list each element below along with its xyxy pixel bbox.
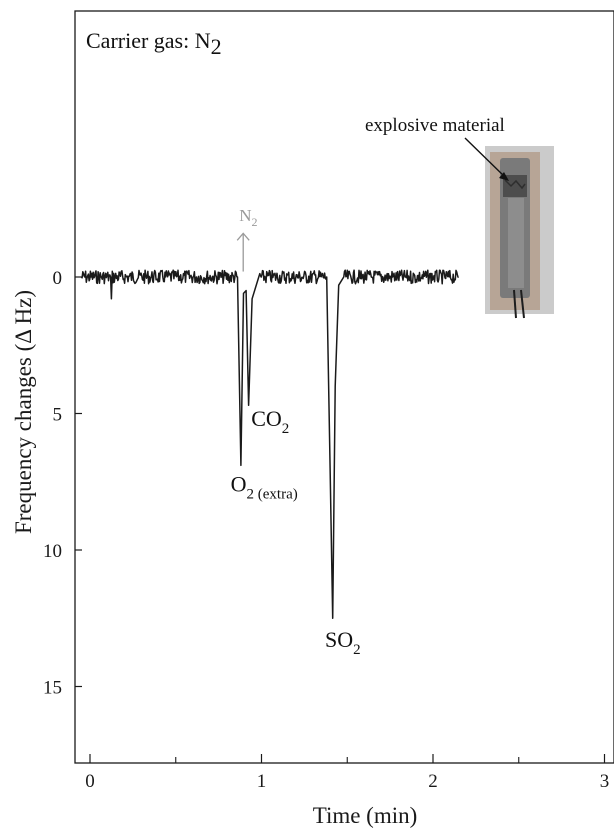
y-axis-ticks: 0 5 10 15: [43, 268, 82, 699]
y-tick-label: 0: [53, 268, 63, 289]
y-tick-label: 15: [43, 678, 62, 699]
x-axis-ticks: 0 1 2 3: [85, 754, 609, 792]
photo-explosive-region: [503, 175, 527, 197]
x-tick-label: 3: [600, 771, 610, 792]
photo-lead-wire: [513, 289, 517, 319]
peak-label: CO2: [251, 406, 289, 437]
callout-arrow-line: [464, 137, 507, 179]
photo-material-texture: [504, 179, 526, 190]
photo-lead-wire-2: [520, 289, 525, 319]
explosive-material-photo: explosive material: [365, 115, 554, 319]
carrier-gas-label: Carrier gas: N2: [86, 28, 222, 59]
peak-label: O2 (extra): [231, 471, 298, 502]
frequency-trace-line: [80, 269, 459, 620]
peak-annotations: CO2 O2 (extra) SO2 N2: [231, 206, 361, 658]
explosive-material-label: explosive material: [365, 115, 505, 136]
x-tick-label: 0: [85, 771, 95, 792]
series-group: [80, 269, 459, 620]
y-axis-title: Frequency changes (Δ Hz): [11, 290, 36, 534]
y-tick-label: 10: [43, 541, 62, 562]
plot-frame: [74, 10, 614, 764]
peak-label: SO2: [325, 627, 361, 658]
x-axis-title: Time (min): [313, 803, 418, 828]
x-tick-label: 2: [428, 771, 438, 792]
y-tick-label: 5: [53, 405, 63, 426]
photo-inner-rod: [508, 198, 524, 288]
peak-label: N2: [239, 206, 257, 229]
n2-arrowhead: [236, 232, 250, 241]
x-tick-label: 1: [257, 771, 267, 792]
callout-arrowhead: [499, 172, 509, 181]
